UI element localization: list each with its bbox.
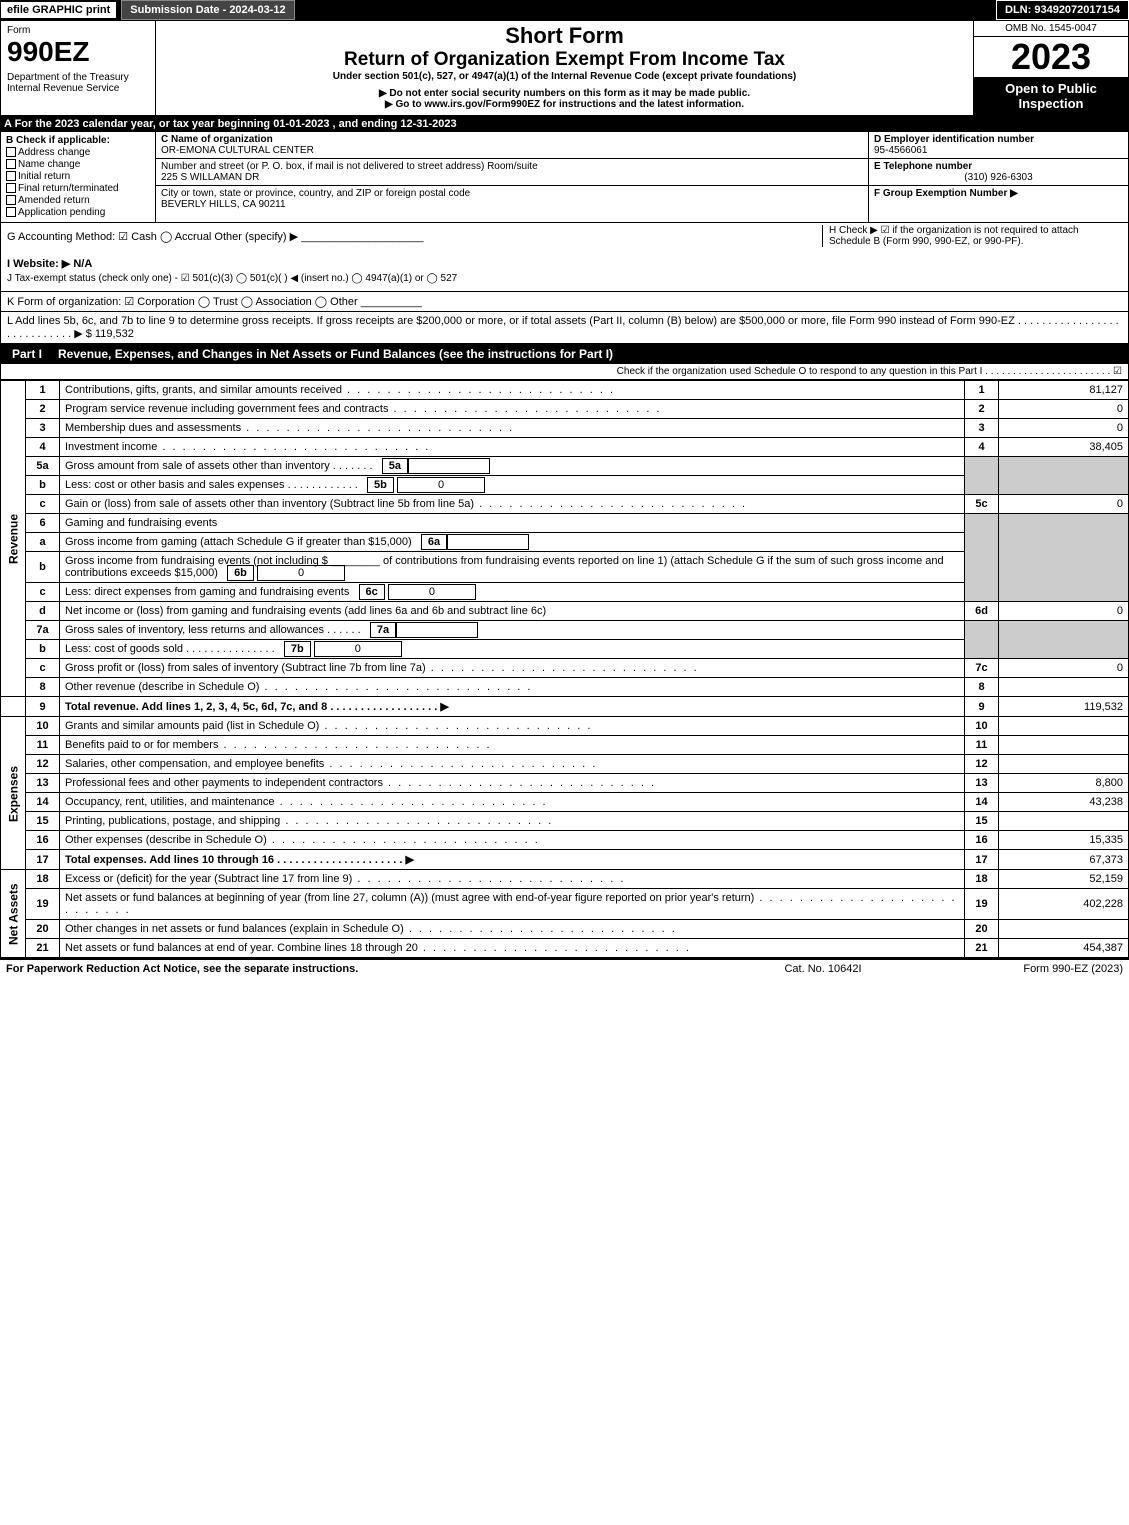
line-15: 15Printing, publications, postage, and s… [1, 812, 1129, 831]
line-6a: aGross income from gaming (attach Schedu… [1, 533, 1129, 552]
form-number: 990EZ [7, 36, 149, 68]
line-7c: cGross profit or (loss) from sales of in… [1, 659, 1129, 678]
line-14: 14Occupancy, rent, utilities, and mainte… [1, 793, 1129, 812]
b-opt-name[interactable]: Name change [6, 159, 150, 170]
form-header: Form 990EZ Department of the Treasury In… [0, 20, 1129, 116]
part1-tag: Part I [6, 347, 48, 361]
side-revenue: Revenue [1, 381, 26, 697]
line-11: 11Benefits paid to or for members11 [1, 736, 1129, 755]
section-j: J Tax-exempt status (check only one) - ☑… [7, 273, 1122, 284]
section-b: B Check if applicable: Address change Na… [1, 132, 156, 222]
arrow-2: ▶ Go to www.irs.gov/Form990EZ for instru… [164, 99, 965, 110]
dept-label: Department of the Treasury Internal Reve… [7, 72, 149, 94]
section-ghij: H Check ▶ ☑ if the organization is not r… [0, 223, 1129, 292]
title-return: Return of Organization Exempt From Incom… [164, 49, 965, 71]
e-label: E Telephone number [874, 161, 972, 172]
b-opt-pending[interactable]: Application pending [6, 207, 150, 218]
line-7b: bLess: cost of goods sold . . . . . . . … [1, 640, 1129, 659]
inspection-badge: Open to Public Inspection [974, 77, 1128, 115]
section-de: D Employer identification number 95-4566… [868, 132, 1128, 222]
b-label: B Check if applicable: [6, 135, 110, 146]
b-opt-amended[interactable]: Amended return [6, 195, 150, 206]
line-16: 16Other expenses (describe in Schedule O… [1, 831, 1129, 850]
part1-sub: Check if the organization used Schedule … [0, 364, 1129, 380]
title-short-form: Short Form [164, 23, 965, 49]
line-1: Revenue 1Contributions, gifts, grants, a… [1, 381, 1129, 400]
c-name-label: C Name of organization [161, 134, 273, 145]
line-20: 20Other changes in net assets or fund ba… [1, 920, 1129, 939]
line-8: 8Other revenue (describe in Schedule O)8 [1, 678, 1129, 697]
line-13: 13Professional fees and other payments t… [1, 774, 1129, 793]
section-i: I Website: ▶ N/A [7, 257, 1122, 270]
footer: For Paperwork Reduction Act Notice, see … [0, 958, 1129, 978]
line-7a: 7aGross sales of inventory, less returns… [1, 621, 1129, 640]
dln: DLN: 93492072017154 [996, 0, 1129, 20]
b-opt-final[interactable]: Final return/terminated [6, 183, 150, 194]
efile-print-button[interactable]: efile GRAPHIC print [0, 1, 117, 19]
section-h: H Check ▶ ☑ if the organization is not r… [822, 225, 1122, 247]
line-17: 17Total expenses. Add lines 10 through 1… [1, 850, 1129, 870]
org-address: 225 S WILLAMAN DR [161, 172, 259, 183]
header-right: OMB No. 1545-0047 2023 Open to Public In… [973, 21, 1128, 115]
d-label: D Employer identification number [874, 134, 1034, 145]
footer-right: Form 990-EZ (2023) [923, 963, 1123, 975]
part1-title: Revenue, Expenses, and Changes in Net As… [58, 347, 1123, 361]
b-opt-address[interactable]: Address change [6, 147, 150, 158]
line-5b: bLess: cost or other basis and sales exp… [1, 476, 1129, 495]
section-a: A For the 2023 calendar year, or tax yea… [0, 116, 1129, 132]
line-5a: 5aGross amount from sale of assets other… [1, 457, 1129, 476]
footer-cat: Cat. No. 10642I [723, 963, 923, 975]
submission-date: Submission Date - 2024-03-12 [121, 0, 294, 20]
line-18: Net Assets 18Excess or (deficit) for the… [1, 870, 1129, 889]
line-10: Expenses 10Grants and similar amounts pa… [1, 717, 1129, 736]
telephone: (310) 926-6303 [874, 172, 1123, 183]
footer-left: For Paperwork Reduction Act Notice, see … [6, 963, 723, 975]
omb-number: OMB No. 1545-0047 [974, 21, 1128, 37]
line-6b: bGross income from fundraising events (n… [1, 552, 1129, 583]
line-2: 2Program service revenue including gover… [1, 400, 1129, 419]
section-l: L Add lines 5b, 6c, and 7b to line 9 to … [0, 312, 1129, 344]
line-6d: dNet income or (loss) from gaming and fu… [1, 602, 1129, 621]
side-netassets: Net Assets [1, 870, 26, 958]
f-label: F Group Exemption Number ▶ [874, 188, 1018, 199]
section-c: C Name of organization OR-EMONA CULTURAL… [156, 132, 868, 222]
tax-year: 2023 [974, 37, 1128, 77]
org-name: OR-EMONA CULTURAL CENTER [161, 145, 314, 156]
part1-header: Part I Revenue, Expenses, and Changes in… [0, 344, 1129, 364]
line-5c: cGain or (loss) from sale of assets othe… [1, 495, 1129, 514]
side-expenses: Expenses [1, 717, 26, 870]
form-label: Form [7, 25, 149, 36]
line-19: 19Net assets or fund balances at beginni… [1, 889, 1129, 920]
subtitle: Under section 501(c), 527, or 4947(a)(1)… [164, 71, 965, 82]
section-bcdef: B Check if applicable: Address change Na… [0, 132, 1129, 223]
org-city: BEVERLY HILLS, CA 90211 [161, 199, 286, 210]
c-addr-label: Number and street (or P. O. box, if mail… [161, 161, 538, 172]
b-opt-initial[interactable]: Initial return [6, 171, 150, 182]
line-3: 3Membership dues and assessments30 [1, 419, 1129, 438]
line-12: 12Salaries, other compensation, and empl… [1, 755, 1129, 774]
header-mid: Short Form Return of Organization Exempt… [156, 21, 973, 115]
line-6: 6Gaming and fundraising events [1, 514, 1129, 533]
line-21: 21Net assets or fund balances at end of … [1, 939, 1129, 958]
arrow-1: ▶ Do not enter social security numbers o… [164, 88, 965, 99]
section-k: K Form of organization: ☑ Corporation ◯ … [0, 292, 1129, 312]
line-4: 4Investment income438,405 [1, 438, 1129, 457]
line-6c: cLess: direct expenses from gaming and f… [1, 583, 1129, 602]
ein: 95-4566061 [874, 145, 927, 156]
lines-table: Revenue 1Contributions, gifts, grants, a… [0, 380, 1129, 958]
line-9: 9Total revenue. Add lines 1, 2, 3, 4, 5c… [1, 697, 1129, 717]
header-left: Form 990EZ Department of the Treasury In… [1, 21, 156, 115]
c-city-label: City or town, state or province, country… [161, 188, 470, 199]
top-bar: efile GRAPHIC print Submission Date - 20… [0, 0, 1129, 20]
